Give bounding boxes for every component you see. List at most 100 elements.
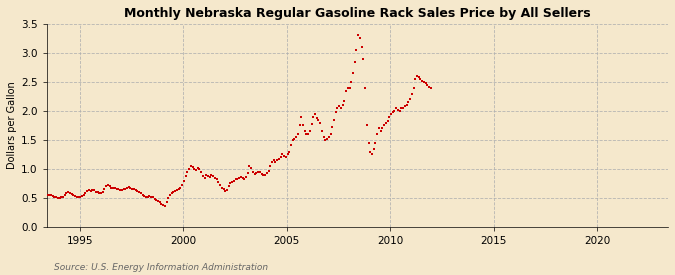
Point (338, 103, 348, 107)
Point (47, 194, 58, 199)
Point (310, 112, 321, 116)
Point (291, 135, 302, 139)
Point (365, 149, 376, 154)
Point (49, 195, 60, 199)
Point (313, 117, 324, 122)
Point (77, 194, 88, 198)
Point (59, 193, 70, 197)
Point (38, 194, 49, 199)
Point (282, 152, 293, 157)
Point (78, 192, 89, 197)
Point (92, 190, 103, 194)
Point (372, 132, 383, 136)
Point (294, 123, 305, 128)
Point (165, 193, 176, 197)
Point (80, 191, 91, 195)
Point (373, 126, 384, 131)
Point (115, 188, 126, 193)
Point (218, 187, 229, 191)
Point (128, 187, 139, 191)
Point (284, 149, 295, 154)
Point (353, 33, 364, 38)
Point (392, 108, 403, 112)
Point (209, 175, 220, 180)
Point (391, 106, 402, 110)
Point (279, 154, 290, 158)
Point (239, 177, 250, 181)
Point (267, 160, 277, 164)
Point (332, 106, 343, 110)
Point (237, 175, 248, 180)
Point (335, 106, 346, 110)
Point (317, 129, 327, 133)
Point (263, 169, 274, 173)
Point (122, 185, 132, 190)
Point (75, 195, 86, 199)
Point (144, 194, 155, 199)
Point (192, 166, 203, 170)
Point (403, 100, 414, 104)
Point (370, 141, 381, 145)
Point (311, 116, 322, 120)
Point (61, 191, 72, 196)
Point (127, 186, 138, 191)
Point (341, 89, 352, 93)
Point (315, 120, 325, 125)
Point (234, 175, 244, 180)
Point (396, 106, 407, 110)
Point (261, 171, 272, 175)
Point (246, 166, 256, 170)
Point (125, 186, 136, 190)
Point (227, 180, 238, 184)
Point (163, 196, 173, 200)
Point (153, 199, 163, 203)
Point (82, 189, 92, 193)
Point (202, 174, 213, 178)
Point (177, 183, 188, 188)
Point (404, 97, 415, 101)
Point (105, 184, 115, 189)
Point (320, 138, 331, 142)
Point (425, 86, 436, 90)
Text: Source: U.S. Energy Information Administration: Source: U.S. Energy Information Administ… (54, 263, 268, 272)
Point (413, 75, 424, 79)
Point (329, 117, 340, 122)
Point (354, 36, 365, 41)
Y-axis label: Dollars per Gallon: Dollars per Gallon (7, 82, 17, 169)
Point (35, 195, 46, 200)
Point (289, 137, 300, 141)
Point (146, 195, 157, 199)
Point (258, 173, 269, 177)
Point (385, 112, 396, 116)
Point (184, 167, 194, 171)
Point (248, 170, 259, 174)
Point (325, 132, 336, 136)
Point (424, 84, 435, 89)
Point (339, 98, 350, 103)
Point (292, 132, 303, 136)
Point (173, 187, 184, 191)
Point (286, 142, 296, 147)
Point (382, 119, 393, 123)
Point (158, 203, 169, 207)
Point (221, 188, 232, 193)
Point (201, 173, 212, 177)
Point (215, 183, 225, 188)
Point (277, 152, 288, 157)
Point (134, 190, 144, 194)
Point (103, 183, 113, 188)
Point (147, 195, 158, 200)
Point (232, 177, 243, 181)
Point (68, 193, 79, 197)
Point (344, 86, 355, 90)
Point (182, 170, 193, 174)
Point (161, 200, 172, 204)
Point (236, 174, 246, 179)
Point (416, 79, 427, 83)
Point (119, 186, 130, 191)
Point (56, 195, 67, 200)
Point (242, 171, 253, 175)
Point (109, 186, 120, 190)
Point (415, 77, 426, 81)
Point (375, 129, 386, 133)
